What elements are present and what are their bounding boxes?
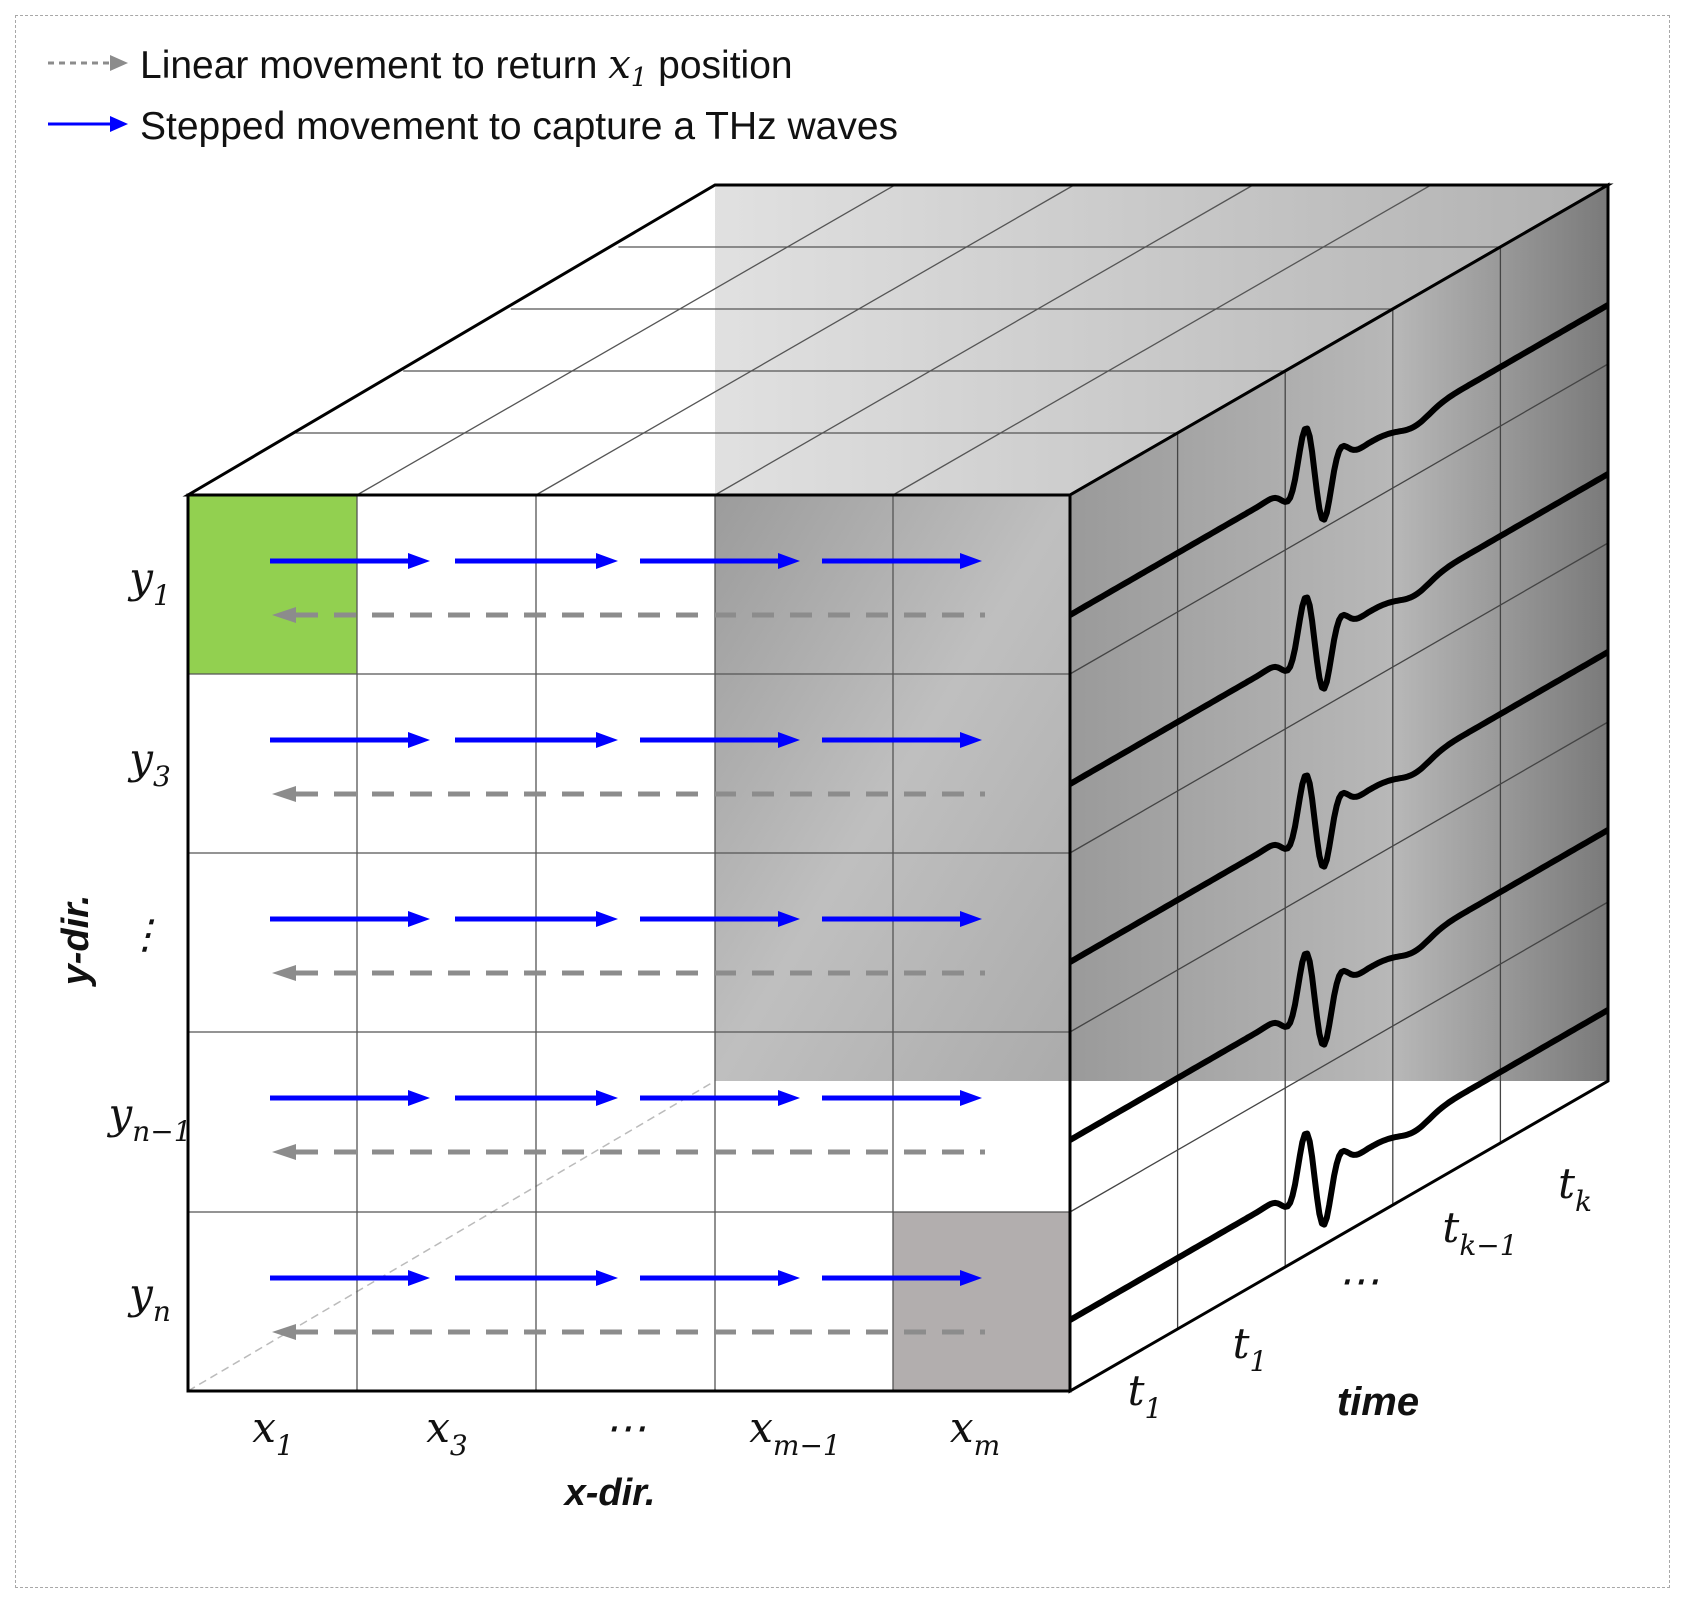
figure-frame <box>15 15 1670 1588</box>
stepped-arrowhead-icon <box>596 1270 618 1286</box>
stepped-arrowhead-icon <box>408 911 430 927</box>
stepped-arrowhead-icon <box>778 1090 800 1106</box>
y-label: y3 <box>127 734 171 793</box>
stepped-arrowhead-icon <box>596 1090 618 1106</box>
right-grid-line <box>1069 363 1609 675</box>
start-cell <box>188 495 357 674</box>
stepped-arrowhead-icon <box>408 732 430 748</box>
return-arrowhead-icon <box>272 786 296 802</box>
y-axis-labels: y1 y3 ⋮ yn−1 yn <box>106 553 191 1328</box>
legend-stepped-arrowhead-icon <box>110 116 128 132</box>
t-label: t1 <box>1233 1319 1268 1378</box>
x-label: x1 <box>252 1403 294 1462</box>
return-arrowhead-icon <box>272 1324 296 1340</box>
time-axis-labels: t1 t1 ⋯ tk−1 tk <box>1128 1159 1592 1425</box>
legend-linear-entry: Linear movement to return x1 position <box>48 42 793 93</box>
cube-front-face <box>186 493 1072 1393</box>
t-label: tk <box>1558 1159 1592 1218</box>
stepped-arrowhead-icon <box>960 732 982 748</box>
legend-stepped-label: Stepped movement to capture a THz waves <box>140 105 898 148</box>
stepped-arrowhead-icon <box>778 553 800 569</box>
thz-waveform <box>1068 1007 1610 1323</box>
stepped-arrowhead-icon <box>778 732 800 748</box>
y-label: yn−1 <box>106 1089 191 1148</box>
diagonal-guide <box>187 1080 716 1392</box>
y-label: ⋮ <box>125 912 165 958</box>
legend: Linear movement to return x1 position St… <box>48 42 898 148</box>
t-label: t1 <box>1128 1366 1163 1425</box>
top-grid-line <box>714 184 1254 496</box>
stepped-arrowhead-icon <box>960 1090 982 1106</box>
scan-arrows <box>270 553 985 1340</box>
stepped-arrowhead-icon <box>408 1090 430 1106</box>
stepped-arrowhead-icon <box>778 911 800 927</box>
right-grid-line <box>1069 721 1609 1033</box>
thz-waveform <box>1068 827 1610 1143</box>
thz-waveform <box>1068 649 1610 965</box>
right-grid-line <box>1069 901 1609 1213</box>
t-label: ⋯ <box>1337 1256 1379 1305</box>
stepped-arrowhead-icon <box>960 553 982 569</box>
top-grid-line <box>356 184 896 496</box>
legend-linear-arrowhead-icon <box>110 55 128 71</box>
stepped-arrowhead-icon <box>596 732 618 748</box>
x-label: x3 <box>426 1403 468 1462</box>
x-label: xm−1 <box>749 1403 841 1462</box>
return-arrowhead-icon <box>272 1144 296 1160</box>
stepped-arrowhead-icon <box>960 911 982 927</box>
cube-top-face <box>182 183 1614 497</box>
y-axis-title: y-dir. <box>55 895 97 988</box>
return-arrowhead-icon <box>272 965 296 981</box>
x-label: xm <box>950 1403 1000 1462</box>
stepped-arrowhead-icon <box>408 553 430 569</box>
y-label: y1 <box>127 553 171 612</box>
x-label: ⋯ <box>604 1403 646 1452</box>
legend-linear-label: Linear movement to return x1 position <box>140 42 793 93</box>
end-cell <box>893 1212 1070 1391</box>
right-grid-line <box>1069 542 1609 854</box>
t-label: tk−1 <box>1442 1203 1517 1262</box>
thz-waveform <box>1068 471 1610 787</box>
return-arrowhead-icon <box>272 607 296 623</box>
thz-waveforms <box>1068 302 1610 1323</box>
cube-right-face <box>1068 182 1610 1394</box>
top-grid-line <box>892 184 1432 496</box>
y-label: yn <box>127 1269 171 1328</box>
stepped-arrowhead-icon <box>408 1270 430 1286</box>
top-grid-line <box>535 184 1075 496</box>
stepped-arrowhead-icon <box>778 1270 800 1286</box>
x-axis-title: x-dir. <box>563 1472 656 1514</box>
stepped-arrowhead-icon <box>596 911 618 927</box>
legend-stepped-entry: Stepped movement to capture a THz waves <box>48 105 898 148</box>
thz-waveform <box>1068 302 1610 618</box>
stepped-arrowhead-icon <box>596 553 618 569</box>
x-axis-labels: x1 x3 ⋯ xm−1 xm <box>252 1403 1000 1462</box>
time-axis-title: time <box>1337 1380 1419 1424</box>
stepped-arrowhead-icon <box>960 1270 982 1286</box>
